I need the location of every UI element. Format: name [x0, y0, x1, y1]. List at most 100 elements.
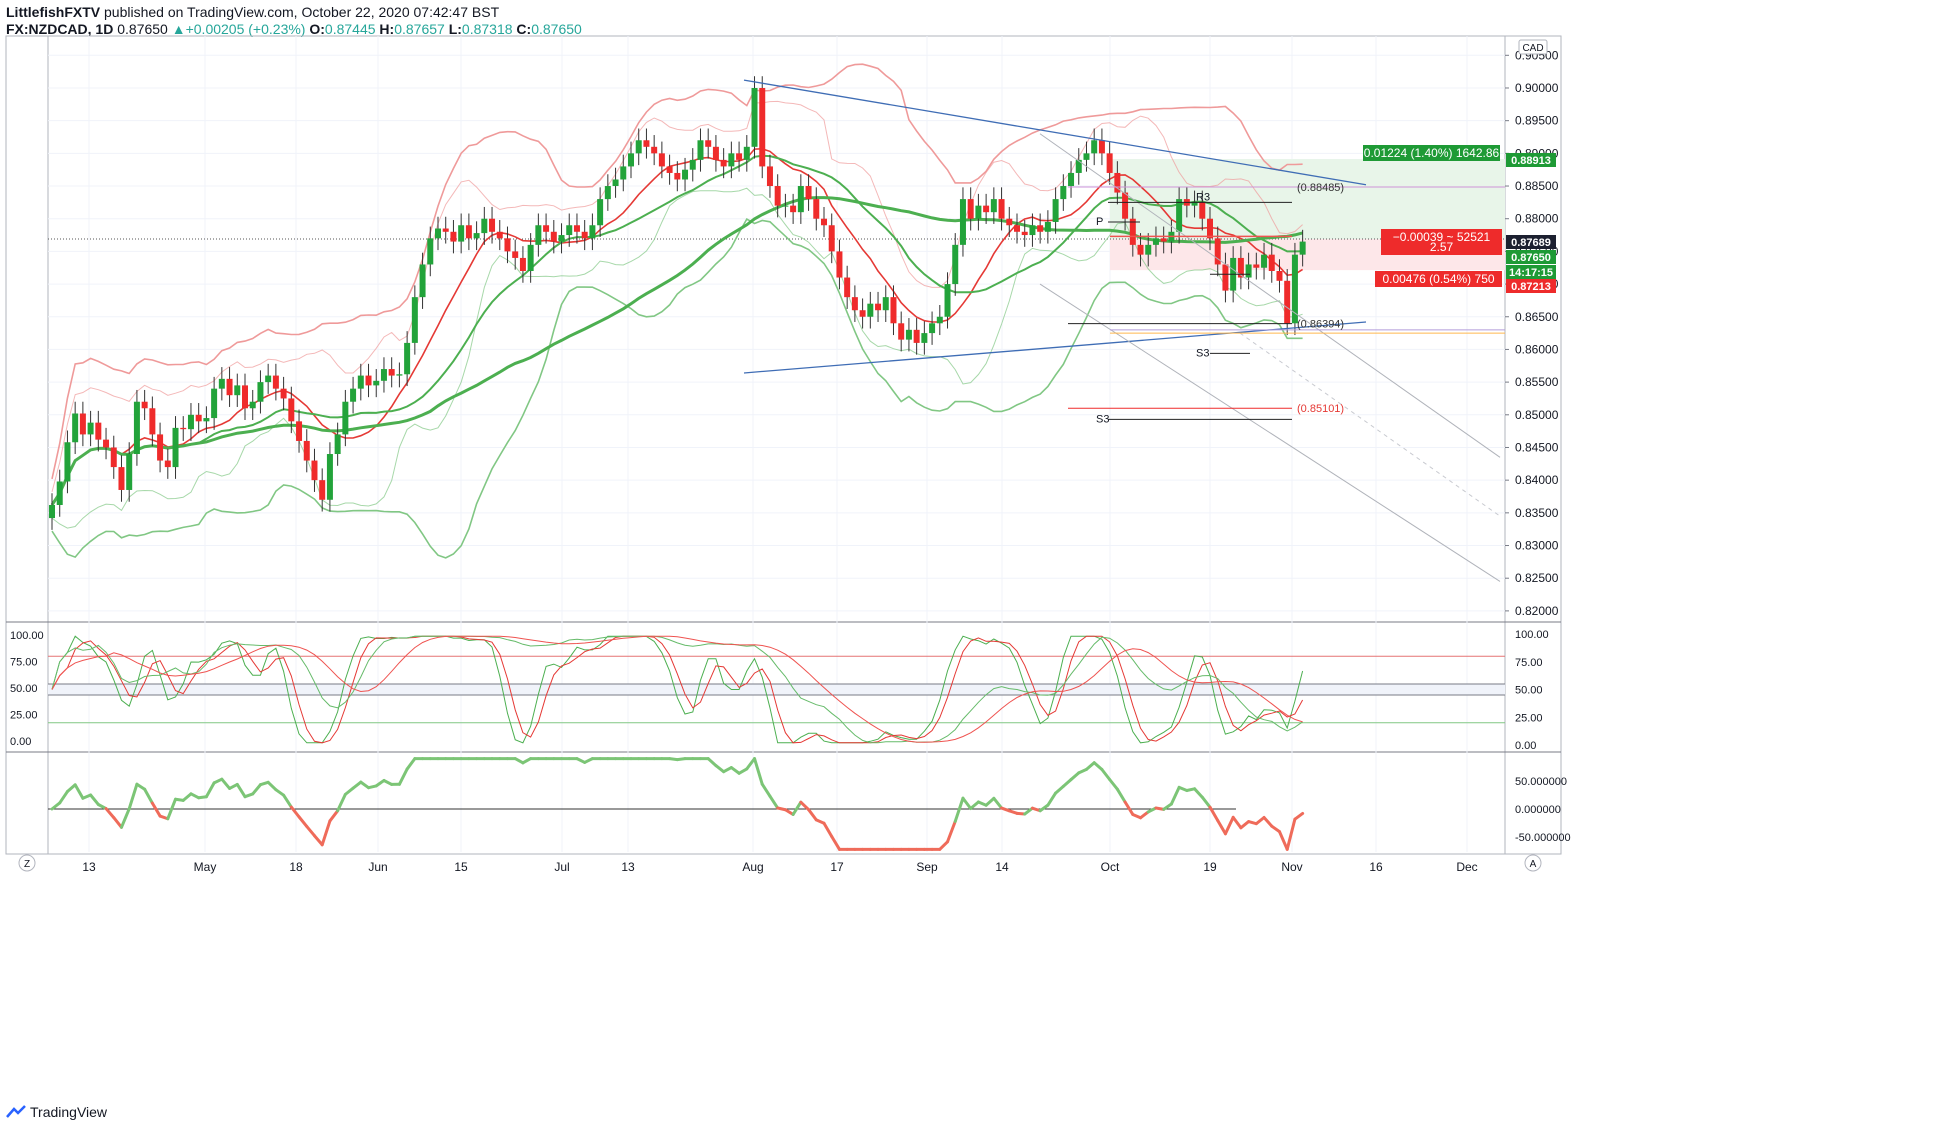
bullish-candle	[1029, 225, 1036, 236]
up-arrow-icon: ▲	[171, 21, 186, 37]
osc-segment	[1139, 810, 1150, 820]
osc-segment	[143, 787, 154, 805]
y-tick-label: 0.88000	[1515, 212, 1559, 226]
bullish-candle	[411, 297, 418, 343]
bearish-candle	[674, 172, 681, 180]
bearish-candle	[774, 186, 781, 206]
osc-y-tick-label: 0.000000	[1515, 804, 1561, 816]
osc-segment	[1277, 830, 1289, 851]
pivot-label: R3	[1196, 191, 1210, 203]
slow-moving-average	[50, 196, 1303, 506]
lower-band-inner	[51, 187, 1303, 529]
bullish-candle	[218, 378, 225, 389]
bearish-candle	[1237, 257, 1244, 278]
bullish-candle	[1176, 199, 1183, 232]
stoch-y-tick-label: 100.00	[1515, 629, 1549, 641]
y-tick-label: 0.86500	[1515, 310, 1559, 324]
footer-brand[interactable]: TradingView	[6, 1104, 107, 1120]
osc-segment	[1223, 815, 1235, 836]
bullish-candle	[1075, 159, 1082, 173]
osc-segment	[1262, 816, 1274, 828]
bearish-candle	[875, 303, 882, 311]
level-label: (0.88485)	[1297, 182, 1344, 194]
high-label: H:	[379, 21, 395, 37]
bearish-candle	[1006, 218, 1013, 226]
bullish-candle	[1245, 264, 1252, 278]
osc-y-tick-label: 50.000000	[1515, 776, 1567, 788]
y-tick-label: 0.84500	[1515, 440, 1559, 454]
bearish-candle	[512, 251, 519, 258]
osc-segment	[1054, 784, 1065, 795]
bullish-candle	[257, 382, 264, 402]
osc-segment	[830, 834, 841, 851]
publish-info: LittlefishFXTV published on TradingView.…	[6, 4, 499, 20]
bearish-candle	[643, 140, 650, 147]
stoch-left-tick-label: 100.00	[10, 630, 44, 642]
osc-segment	[282, 793, 293, 809]
bearish-candle	[813, 199, 820, 219]
osc-segment	[783, 808, 795, 816]
price-axis-label-box	[1506, 235, 1556, 249]
osc-segment	[1084, 761, 1096, 771]
osc-segment	[89, 793, 100, 806]
bullish-candle	[396, 374, 403, 376]
bullish-candle	[211, 388, 218, 419]
lower-band-outer	[51, 218, 1303, 559]
price-axis-label-box	[1506, 279, 1556, 293]
bearish-candle	[1114, 172, 1121, 193]
bullish-candle	[697, 140, 704, 160]
osc-segment	[984, 796, 996, 807]
bullish-candle	[1060, 186, 1067, 200]
bearish-candle	[118, 467, 125, 490]
bullish-candle	[187, 414, 194, 430]
bearish-candle	[496, 231, 503, 239]
bullish-candle	[49, 505, 55, 519]
bearish-candle	[296, 421, 303, 441]
bullish-candle	[203, 418, 210, 422]
osc-segment	[1115, 787, 1127, 804]
bearish-candle	[164, 460, 171, 468]
bearish-candle	[573, 225, 580, 232]
osc-segment	[274, 788, 286, 797]
osc-segment	[73, 783, 85, 800]
bullish-candle	[1191, 202, 1198, 206]
bearish-candle	[658, 153, 665, 167]
author-name[interactable]: LittlefishFXTV	[6, 4, 101, 20]
price-axis-label: 0.87650	[1511, 252, 1551, 264]
bullish-candle	[1291, 254, 1298, 324]
bearish-candle	[898, 323, 905, 340]
bullish-candle	[782, 205, 789, 207]
bearish-candle	[736, 153, 743, 160]
osc-segment	[312, 834, 324, 847]
osc-segment	[104, 807, 116, 820]
bullish-candle	[944, 284, 951, 317]
bearish-candle	[890, 297, 897, 324]
bullish-candle	[689, 159, 696, 170]
bearish-candle	[272, 375, 279, 389]
osc-segment	[65, 783, 77, 794]
bearish-candle	[79, 413, 86, 435]
bullish-candle	[558, 235, 565, 242]
osc-segment	[1231, 815, 1243, 830]
bullish-candle	[172, 427, 179, 468]
bullish-candle	[87, 422, 94, 435]
bullish-candle	[589, 225, 596, 239]
bearish-candle	[1253, 264, 1260, 268]
bullish-candle	[126, 454, 133, 490]
bearish-candle	[110, 447, 117, 468]
pivot-label: S3	[1096, 413, 1109, 425]
bullish-candle	[527, 244, 534, 271]
bearish-candle	[805, 186, 812, 200]
bearish-candle	[712, 146, 719, 160]
bullish-candle	[481, 218, 488, 234]
stoch-y-tick-label: 50.00	[1515, 685, 1543, 697]
last-price: 0.87650	[117, 21, 168, 37]
bullish-candle	[419, 264, 426, 298]
bearish-candle	[550, 231, 557, 242]
scale-z-label: Z	[24, 859, 30, 870]
bearish-candle	[504, 238, 511, 252]
bearish-candle	[844, 277, 851, 298]
symbol-label: FX:NZDCAD, 1D	[6, 21, 114, 37]
bullish-candle	[1083, 153, 1090, 160]
